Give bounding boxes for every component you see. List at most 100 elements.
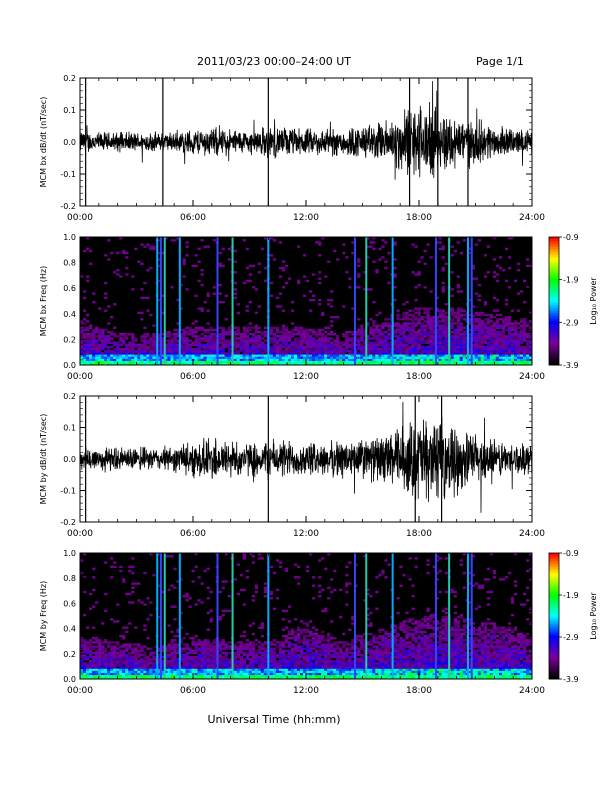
spectrogram-cell (263, 347, 268, 351)
spectrogram-cell (471, 266, 475, 270)
spectrogram-cell (315, 362, 319, 366)
spectrogram-cell (167, 588, 171, 592)
spectrogram-cell (290, 330, 295, 334)
spectrogram-cell (242, 668, 246, 671)
spectrogram-cell (330, 324, 334, 327)
spectrogram-cell (405, 339, 409, 342)
spectrogram-cell (387, 347, 391, 351)
spectrogram-cell (309, 328, 313, 332)
spectrogram-cell (131, 345, 135, 349)
spectrogram-cell (453, 337, 457, 340)
spectrogram-cell (194, 254, 198, 257)
spectrogram-cell (321, 354, 325, 357)
spectrogram-cell (224, 609, 228, 613)
spectrogram-cell (486, 350, 491, 353)
spectrogram-cell (173, 586, 177, 589)
spectrogram-cell (128, 360, 132, 364)
spectrogram-cell (140, 360, 144, 364)
spectrogram-cell (483, 328, 488, 332)
spectrogram-cell (306, 674, 310, 678)
spectrogram-cell (477, 294, 482, 297)
spectrogram-cell (501, 362, 506, 366)
spectrogram-cell (179, 343, 183, 347)
spectrogram-cell (529, 264, 533, 268)
spectrogram-cell (303, 664, 307, 667)
spectrogram-cell (128, 674, 132, 678)
spectrogram-cell (483, 326, 488, 329)
spectrogram-cell (459, 307, 463, 310)
spectrogram-cell (429, 354, 433, 357)
spectrogram-cell (83, 641, 87, 644)
spectrogram-cell (456, 354, 460, 357)
spectrogram-cell (287, 670, 292, 673)
spectrogram-cell (375, 269, 379, 272)
spectrogram-cell (119, 358, 123, 361)
spectrogram-cell (441, 343, 445, 347)
spectrogram-cell (384, 358, 388, 361)
spectrogram-cell (137, 649, 141, 652)
spectrogram-cell (125, 647, 129, 650)
spectrogram-cell (468, 298, 472, 302)
spectrogram-cell (122, 333, 126, 336)
spectrogram-cell (318, 281, 322, 285)
spectrogram-cell (158, 333, 162, 336)
spectrogram-cell (297, 343, 301, 347)
spectrogram-cell (306, 350, 310, 353)
spectrogram-cell (351, 345, 355, 349)
spectrogram-cell (471, 320, 475, 323)
spectrogram-cell (297, 676, 301, 680)
spectrogram-cell (300, 662, 304, 665)
spectrogram-cell (143, 628, 147, 631)
spectrogram-cell (143, 674, 147, 678)
spectrogram-cell (242, 634, 246, 638)
spectrogram-cell (471, 324, 475, 327)
spectrogram-cell (131, 662, 135, 665)
spectrogram-cell (80, 345, 84, 349)
spectrogram-cell (245, 247, 249, 251)
spectrogram-cell (303, 356, 307, 359)
spectrogram-cell (227, 343, 231, 347)
spectrogram-cell (251, 668, 256, 671)
spectrogram-cell (194, 343, 198, 347)
spectrogram-cell (182, 658, 186, 661)
spectrogram-cell (459, 315, 463, 319)
spectrogram-cell (236, 563, 240, 566)
spectrogram-cell (456, 286, 460, 289)
spectrogram-cell (251, 339, 256, 342)
spectrogram-cell (303, 333, 307, 336)
spectrogram-cell (405, 358, 409, 361)
spectrogram-cell (227, 645, 231, 648)
spectrogram-cell (113, 347, 117, 351)
spectrogram-cell (143, 662, 147, 665)
spectrogram-cell (101, 360, 105, 364)
spectrogram-cell (206, 655, 210, 659)
spectrogram-cell (197, 345, 201, 349)
spectrogram-cell (486, 345, 491, 349)
spectrogram-cell (315, 341, 319, 344)
spectrogram-cell (95, 664, 99, 667)
spectrogram-cell (188, 674, 192, 678)
spectrogram-cell (176, 347, 180, 351)
spectrogram-cell (523, 360, 527, 364)
spectrogram-cell (113, 358, 117, 361)
spectrogram-cell (200, 647, 204, 650)
spectrogram-cell (245, 651, 249, 655)
spectrogram-cell (233, 358, 237, 361)
spectrogram-cell (287, 360, 292, 364)
spectrogram-cell (504, 360, 509, 364)
spectrogram-cell (414, 347, 418, 351)
spectrogram-cell (483, 339, 488, 342)
spectrogram-cell (86, 674, 90, 678)
spectrogram-cell (303, 676, 307, 680)
spectrogram-cell (179, 333, 183, 336)
spectrogram-cell (474, 362, 478, 366)
spectrogram-cell (272, 668, 277, 671)
spectrogram-cell (122, 580, 126, 583)
spectrogram-cell (290, 651, 295, 655)
spectrogram-cell (275, 662, 280, 665)
spectrogram-cell (170, 584, 174, 587)
spectrogram-cell (375, 358, 379, 361)
spectrogram-cell (110, 350, 114, 353)
spectrogram-cell (110, 337, 114, 340)
spectrogram-cell (107, 239, 111, 242)
